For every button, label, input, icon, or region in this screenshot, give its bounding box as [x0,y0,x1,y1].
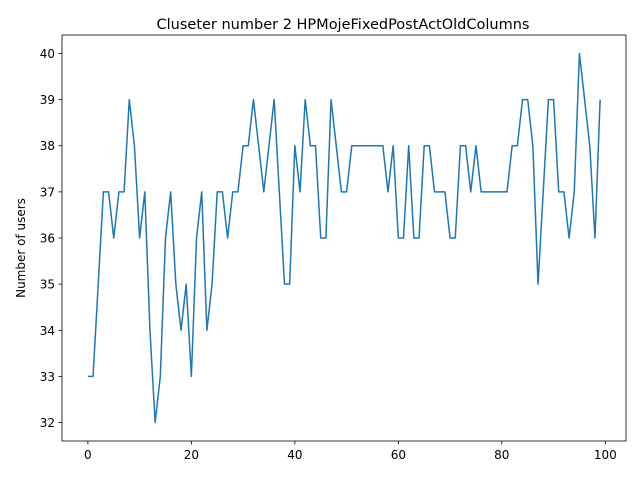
y-tick-label: 37 [40,185,55,199]
y-tick-label: 35 [40,278,55,292]
x-tick-label: 100 [594,448,617,462]
y-axis-label: Number of users [14,198,28,298]
y-tick-label: 33 [40,370,55,384]
y-tick-label: 39 [40,93,55,107]
plot-area: 0 20 40 60 80 100 32 33 34 35 36 37 38 39 40 [40,34,627,462]
x-tick-label: 80 [494,448,509,462]
x-tick-label: 0 [84,448,92,462]
chart-title: Cluseter number 2 HPMojeFixedPostActOldC… [157,17,530,33]
y-tick-label: 34 [40,324,55,338]
x-tick-label: 60 [391,448,406,462]
y-tick-label: 36 [40,232,55,246]
x-tick-label: 40 [287,448,302,462]
x-tick-label: 20 [184,448,199,462]
y-tick-label: 32 [40,416,55,430]
y-tick-label: 40 [40,47,55,61]
y-tick-label: 38 [40,139,55,153]
data-series-line [87,52,601,424]
